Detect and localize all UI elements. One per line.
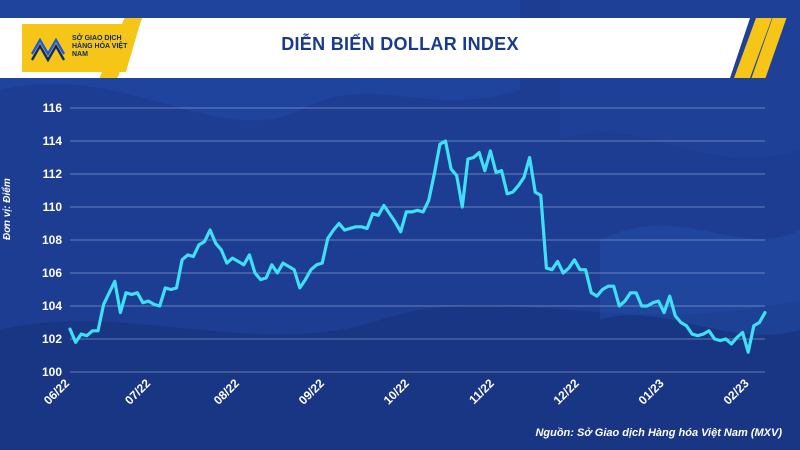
y-tick-label: 112 [43,167,63,181]
header-bar [0,18,787,78]
y-tick-label: 102 [42,332,62,346]
y-axis-label: Đơn vị: Điểm [2,178,22,240]
y-tick-label: 106 [42,266,62,280]
chart-title: DIỄN BIẾN DOLLAR INDEX [281,34,519,54]
source-note: Nguồn: Sở Giao dịch Hàng hóa Việt Nam (M… [535,427,782,439]
y-tick-label: 100 [42,365,62,379]
y-tick-label: 108 [42,233,62,247]
y-tick-label: 104 [42,299,62,313]
x-tick-label: 12/22 [551,376,582,407]
x-tick-label: 01/23 [636,376,667,407]
x-tick-label: 06/22 [41,376,72,407]
y-tick-label: 116 [43,101,63,115]
x-tick-label: 02/23 [721,376,752,407]
x-tick-label: 11/22 [466,376,497,407]
x-tick-label: 10/22 [381,376,412,407]
y-tick-label: 110 [43,200,63,214]
x-tick-label: 07/22 [122,376,153,407]
x-tick-label: 08/22 [211,376,242,407]
logo-wave-icon [30,37,66,63]
y-tick-label: 114 [43,134,63,148]
logo-text: SỞ GIAO DỊCH HÀNG HÓA VIỆT NAM [72,35,128,58]
logo: SỞ GIAO DỊCH HÀNG HÓA VIỆT NAM [22,24,140,72]
x-tick-label: 09/22 [296,376,327,407]
series-line-dxy [68,139,767,354]
